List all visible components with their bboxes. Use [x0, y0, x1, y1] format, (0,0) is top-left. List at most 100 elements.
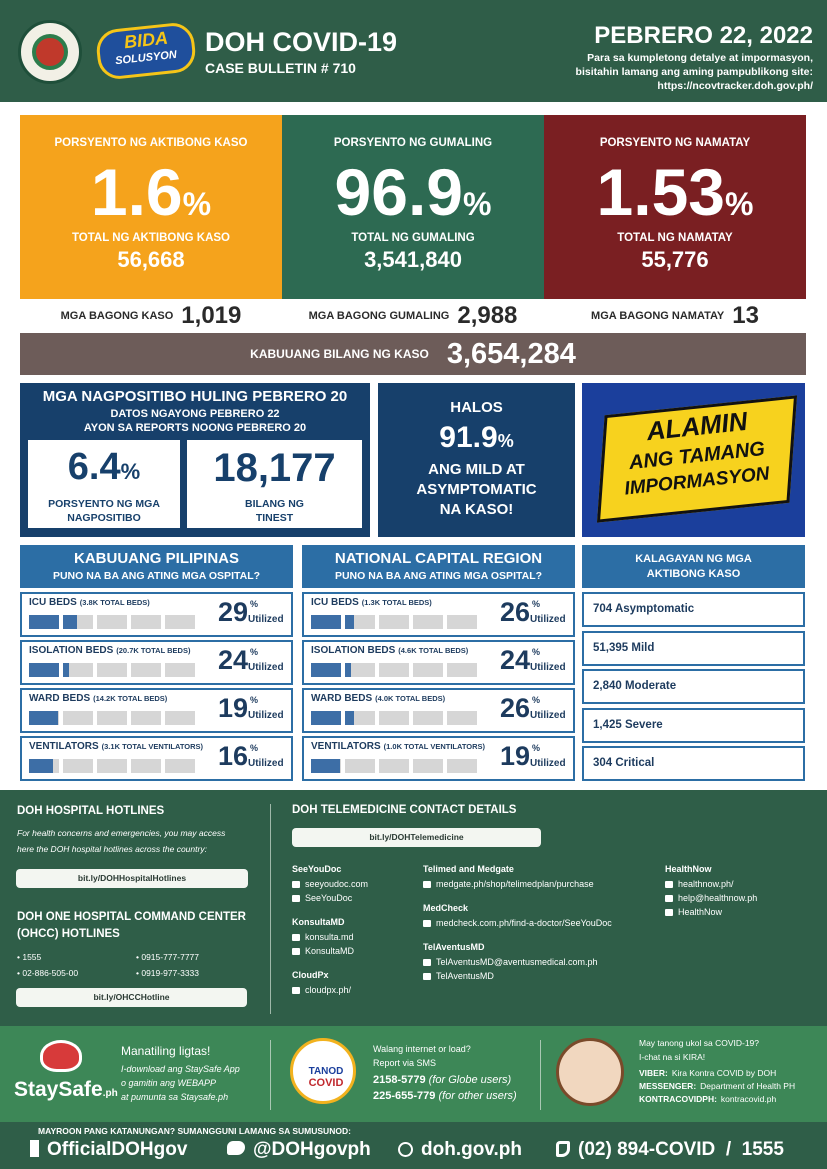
contact-icon	[423, 973, 431, 981]
mild-number: 91.9	[439, 421, 498, 454]
contact-icon	[665, 881, 673, 889]
kira-channel: KONTRACOVIDPH: kontracovid.ph	[639, 1094, 776, 1104]
hotlines-text: For health concerns and emergencies, you…	[17, 828, 226, 838]
info-banner: ALAMIN ANG TAMANG IMPORMASYON	[582, 383, 805, 537]
bed-type: VENTILATORS	[311, 741, 381, 752]
percent-value: 96.9	[334, 155, 463, 229]
status-row: 304 Critical	[582, 746, 805, 781]
sms-line: 225-655-779 (for other users)	[373, 1090, 517, 1102]
logo-suffix: .ph	[102, 1088, 118, 1099]
bed-total: (4.6K TOTAL BEDS)	[398, 646, 469, 655]
capacity-segment	[165, 759, 195, 773]
total-cases-label: KABUUANG BILANG NG KASO	[250, 347, 429, 361]
contact-icon	[292, 987, 300, 995]
total-cases-bar: KABUUANG BILANG NG KASO 3,654,284	[20, 333, 806, 375]
contact-icon	[665, 909, 673, 917]
contact-icon	[292, 934, 300, 942]
bed-type: WARD BEDS	[311, 693, 373, 704]
capacity-segment	[131, 711, 161, 725]
positivity-panel: MGA NAGPOSITIBO HULING PEBRERO 20 DATOS …	[20, 383, 370, 537]
status-header: KALAGAYAN NG MGA AKTIBONG KASO	[582, 545, 805, 588]
ohcc-number: • 1555	[17, 952, 42, 962]
status-item: 304 Critical	[593, 757, 655, 769]
utilization-value: 19	[217, 693, 248, 723]
utilized-label: Utilized	[530, 614, 566, 625]
region-subtitle: PUNO NA BA ANG ATING MGA OSPITAL?	[334, 570, 543, 582]
facebook[interactable]: OfficialDOHgov	[30, 1139, 187, 1161]
contact-text: healthnow.ph/	[678, 879, 734, 889]
contact-text: medcheck.com.ph/find-a-doctor/SeeYouDoc	[436, 918, 612, 928]
capacity-segment	[165, 711, 195, 725]
staysafe-title: Manatiling ligtas!	[121, 1044, 211, 1058]
capacity-fill	[345, 615, 354, 629]
mild-panel: HALOS 91.9% ANG MILD AT ASYMPTOMATIC NA …	[378, 383, 575, 537]
utilization-row: WARD BEDS (4.0K TOTAL BEDS) 26% Utilized	[302, 688, 575, 733]
capacity-fill	[311, 663, 341, 677]
rate-value: 6.4	[67, 446, 121, 488]
capacity-fill	[345, 711, 354, 725]
row-name: ISOLATION BEDS (4.6K TOTAL BEDS)	[311, 645, 468, 656]
provider-contact: cloudpx.ph/	[292, 985, 351, 995]
total-label: TOTAL NG GUMALING	[351, 232, 475, 244]
sms-note: (for Globe users)	[428, 1074, 512, 1086]
capacity-segment	[311, 663, 341, 677]
capacity-segment	[165, 663, 195, 677]
stat-box: PORSYENTO NG AKTIBONG KASO 1.6% TOTAL NG A…	[20, 115, 282, 299]
utilization-row: ISOLATION BEDS (4.6K TOTAL BEDS) 24% Utiliz…	[302, 640, 575, 685]
total-label: TOTAL NG NAMATAY	[617, 232, 733, 244]
kira-channels: VIBER: Kira Kontra COVID by DOH MESSENGER:…	[639, 1068, 824, 1113]
bed-total: (14.2K TOTAL BEDS)	[93, 694, 168, 703]
rate-label: PORSYENTO NG MGA	[48, 498, 160, 510]
twitter[interactable]: @DOHgovph	[227, 1139, 371, 1161]
sms-number: 2158-5779	[373, 1074, 426, 1086]
bed-type: ISOLATION BEDS	[29, 645, 114, 656]
doh-seal-inner	[32, 34, 68, 70]
channel-label: VIBER:	[639, 1068, 668, 1078]
capacity-segment	[447, 663, 477, 677]
capacity-segment	[311, 615, 341, 629]
utilization-value: 19	[499, 741, 530, 771]
capacity-segment	[63, 615, 93, 629]
stat-box: PORSYENTO NG GUMALING 96.9% TOTAL NG GUMAL…	[282, 115, 544, 299]
percent-unit: %	[725, 186, 754, 222]
capacity-fill	[311, 711, 341, 725]
new-cases: MGA BAGONG NAMATAY 13	[544, 300, 806, 332]
provider-contact: seeyoudoc.com	[292, 879, 368, 889]
facebook-handle: OfficialDOHgov	[47, 1139, 188, 1160]
contact-text: cloudpx.ph/	[305, 985, 352, 995]
phone-icon	[556, 1141, 570, 1157]
sms-number: 225-655-779	[373, 1090, 436, 1102]
utilization-row: WARD BEDS (14.2K TOTAL BEDS) 19% Utilized	[20, 688, 293, 733]
staysafe-line: at pumunta sa Staysafe.ph	[121, 1092, 229, 1102]
ohcc-link[interactable]: bit.ly/OHCCHotline	[16, 988, 247, 1007]
ohcc-number: • 0919-977-3333	[136, 968, 199, 978]
status-item: 51,395 Mild	[593, 641, 655, 654]
capacity-segment	[97, 711, 127, 725]
provider-contact: KonsultaMD	[292, 946, 354, 956]
provider-name: KonsultaMD	[292, 917, 345, 927]
positivity-line: DATOS NGAYONG PEBRERO 22	[110, 408, 280, 420]
website-url: doh.gov.ph	[421, 1139, 522, 1160]
website[interactable]: doh.gov.ph	[398, 1139, 522, 1161]
new-value: 2,988	[457, 302, 518, 329]
region-title: KABUUANG PILIPINAS	[73, 550, 239, 567]
bed-total: (4.0K TOTAL BEDS)	[375, 694, 446, 703]
utilization-value: 24	[217, 645, 248, 675]
contact-icon	[292, 948, 300, 956]
capacity-segment	[345, 759, 375, 773]
capacity-segment	[447, 711, 477, 725]
percent-unit: %	[463, 186, 492, 222]
fb-icon	[30, 1140, 39, 1157]
new-label: MGA BAGONG KASO	[60, 310, 174, 322]
hotlines-link[interactable]: bit.ly/DOHHospitalHotlines	[16, 869, 248, 888]
contact-text: seeyoudoc.com	[305, 879, 369, 889]
status-item: 704 Asymptomatic	[593, 603, 695, 615]
telemedicine-link[interactable]: bit.ly/DOHTelemedicine	[292, 828, 541, 847]
bed-total: (1.0K TOTAL VENTILATORS)	[383, 742, 486, 751]
staysafe-logo: StaySafe.ph	[14, 1078, 118, 1102]
header-title: DOH COVID-19	[205, 27, 398, 57]
capacity-segment	[447, 759, 477, 773]
capacity-segment	[97, 663, 127, 677]
capacity-segment	[97, 615, 127, 629]
ohcc-title: (OHCC) HOTLINES	[17, 928, 120, 940]
